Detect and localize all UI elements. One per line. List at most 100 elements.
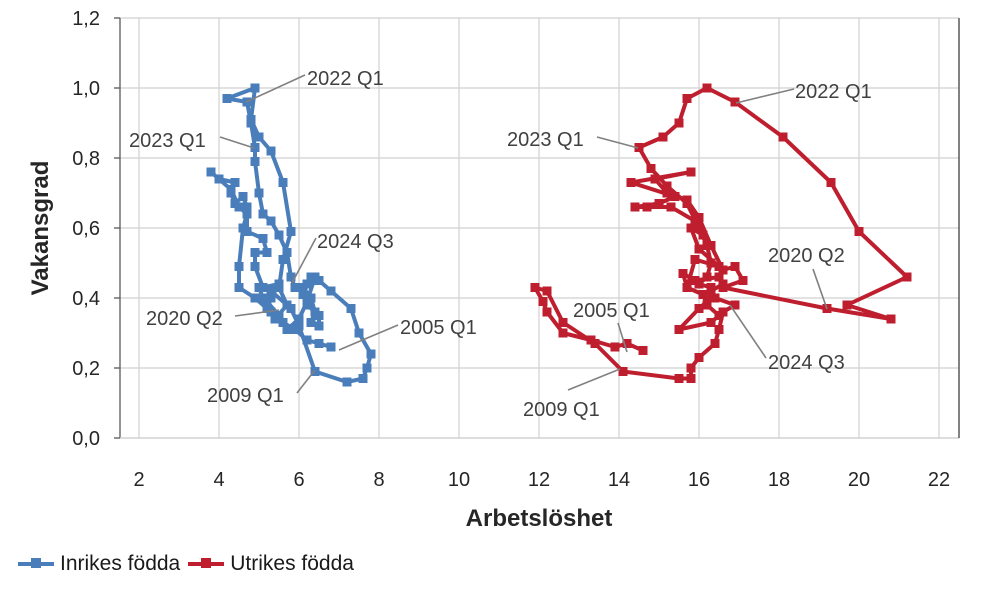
data-point-marker[interactable] (214, 174, 224, 184)
data-point-marker[interactable] (538, 297, 548, 306)
data-point-marker[interactable] (542, 286, 552, 296)
data-point-marker[interactable] (282, 300, 292, 310)
data-point-marker[interactable] (702, 272, 712, 282)
data-point-marker[interactable] (314, 311, 324, 320)
data-point-marker[interactable] (682, 199, 692, 208)
data-point-marker[interactable] (558, 318, 568, 327)
data-point-marker[interactable] (362, 363, 372, 373)
data-point-marker[interactable] (638, 346, 648, 355)
data-point-marker[interactable] (686, 167, 696, 177)
data-point-marker[interactable] (590, 339, 600, 348)
data-point-marker[interactable] (718, 283, 728, 292)
data-point-marker[interactable] (278, 318, 288, 327)
data-point-marker[interactable] (294, 314, 304, 324)
data-point-marker[interactable] (654, 199, 664, 208)
data-point-marker[interactable] (694, 304, 704, 313)
data-point-marker[interactable] (294, 321, 304, 331)
data-point-marker[interactable] (630, 202, 640, 212)
data-point-marker[interactable] (542, 307, 552, 317)
data-point-marker[interactable] (302, 297, 312, 306)
data-point-marker[interactable] (302, 335, 312, 345)
data-point-marker[interactable] (854, 227, 864, 236)
data-point-marker[interactable] (658, 132, 668, 142)
data-point-marker[interactable] (234, 283, 244, 292)
data-point-marker[interactable] (282, 325, 292, 334)
data-point-marker[interactable] (674, 118, 684, 128)
data-point-marker[interactable] (298, 290, 308, 299)
data-point-marker[interactable] (250, 157, 260, 166)
legend-item-utrikes[interactable]: Utrikes födda (188, 552, 354, 576)
data-point-marker[interactable] (710, 339, 720, 348)
data-point-marker[interactable] (250, 293, 260, 303)
data-point-marker[interactable] (666, 202, 676, 212)
data-point-marker[interactable] (366, 349, 376, 359)
data-point-marker[interactable] (286, 272, 296, 282)
data-point-marker[interactable] (674, 325, 684, 334)
data-point-marker[interactable] (262, 304, 272, 313)
data-point-marker[interactable] (618, 367, 628, 376)
data-point-marker[interactable] (266, 216, 276, 226)
data-point-marker[interactable] (674, 374, 684, 383)
data-point-marker[interactable] (714, 311, 724, 320)
data-point-marker[interactable] (706, 318, 716, 327)
data-point-marker[interactable] (702, 300, 712, 310)
data-point-marker[interactable] (826, 178, 836, 187)
data-point-marker[interactable] (314, 339, 324, 348)
data-point-marker[interactable] (698, 230, 708, 240)
data-point-marker[interactable] (626, 178, 636, 187)
data-point-marker[interactable] (670, 192, 680, 201)
data-point-marker[interactable] (250, 262, 260, 271)
data-point-marker[interactable] (634, 143, 644, 152)
data-point-marker[interactable] (286, 227, 296, 236)
data-point-marker[interactable] (730, 97, 740, 107)
data-point-marker[interactable] (278, 255, 288, 264)
data-point-marker[interactable] (714, 325, 724, 334)
data-point-marker[interactable] (242, 202, 252, 212)
data-point-marker[interactable] (258, 234, 268, 243)
legend-item-inrikes[interactable]: Inrikes födda (18, 552, 180, 576)
data-point-marker[interactable] (702, 241, 712, 250)
data-point-marker[interactable] (718, 265, 728, 275)
data-point-marker[interactable] (690, 255, 700, 264)
data-point-marker[interactable] (254, 132, 264, 142)
data-point-marker[interactable] (242, 209, 252, 219)
data-point-marker[interactable] (342, 377, 352, 387)
data-point-marker[interactable] (258, 209, 268, 219)
data-point-marker[interactable] (558, 328, 568, 338)
data-point-marker[interactable] (234, 202, 244, 212)
data-point-marker[interactable] (842, 300, 852, 310)
data-point-marker[interactable] (226, 185, 236, 194)
data-point-marker[interactable] (694, 244, 704, 254)
data-point-marker[interactable] (306, 318, 316, 327)
data-point-marker[interactable] (274, 230, 284, 240)
data-point-marker[interactable] (250, 143, 260, 152)
data-point-marker[interactable] (686, 223, 696, 233)
data-point-marker[interactable] (530, 283, 540, 292)
data-point-marker[interactable] (246, 118, 256, 128)
data-point-marker[interactable] (702, 83, 712, 93)
data-point-marker[interactable] (250, 248, 260, 257)
data-point-marker[interactable] (694, 223, 704, 233)
data-point-marker[interactable] (238, 223, 248, 233)
data-point-marker[interactable] (314, 321, 324, 331)
data-point-marker[interactable] (270, 314, 280, 324)
data-point-marker[interactable] (278, 178, 288, 187)
data-point-marker[interactable] (266, 293, 276, 303)
data-point-marker[interactable] (310, 272, 320, 282)
data-point-marker[interactable] (678, 269, 688, 278)
data-point-marker[interactable] (230, 178, 240, 187)
data-point-marker[interactable] (686, 363, 696, 373)
data-point-marker[interactable] (682, 283, 692, 292)
data-point-marker[interactable] (302, 279, 312, 289)
data-point-marker[interactable] (274, 283, 284, 292)
data-point-marker[interactable] (326, 342, 336, 352)
data-point-marker[interactable] (238, 192, 248, 201)
data-point-marker[interactable] (698, 290, 708, 299)
data-point-marker[interactable] (706, 258, 716, 268)
data-point-marker[interactable] (254, 188, 264, 198)
data-point-marker[interactable] (706, 283, 716, 292)
data-point-marker[interactable] (646, 164, 656, 173)
data-point-marker[interactable] (622, 339, 632, 348)
data-point-marker[interactable] (262, 248, 272, 257)
data-point-marker[interactable] (290, 283, 300, 292)
